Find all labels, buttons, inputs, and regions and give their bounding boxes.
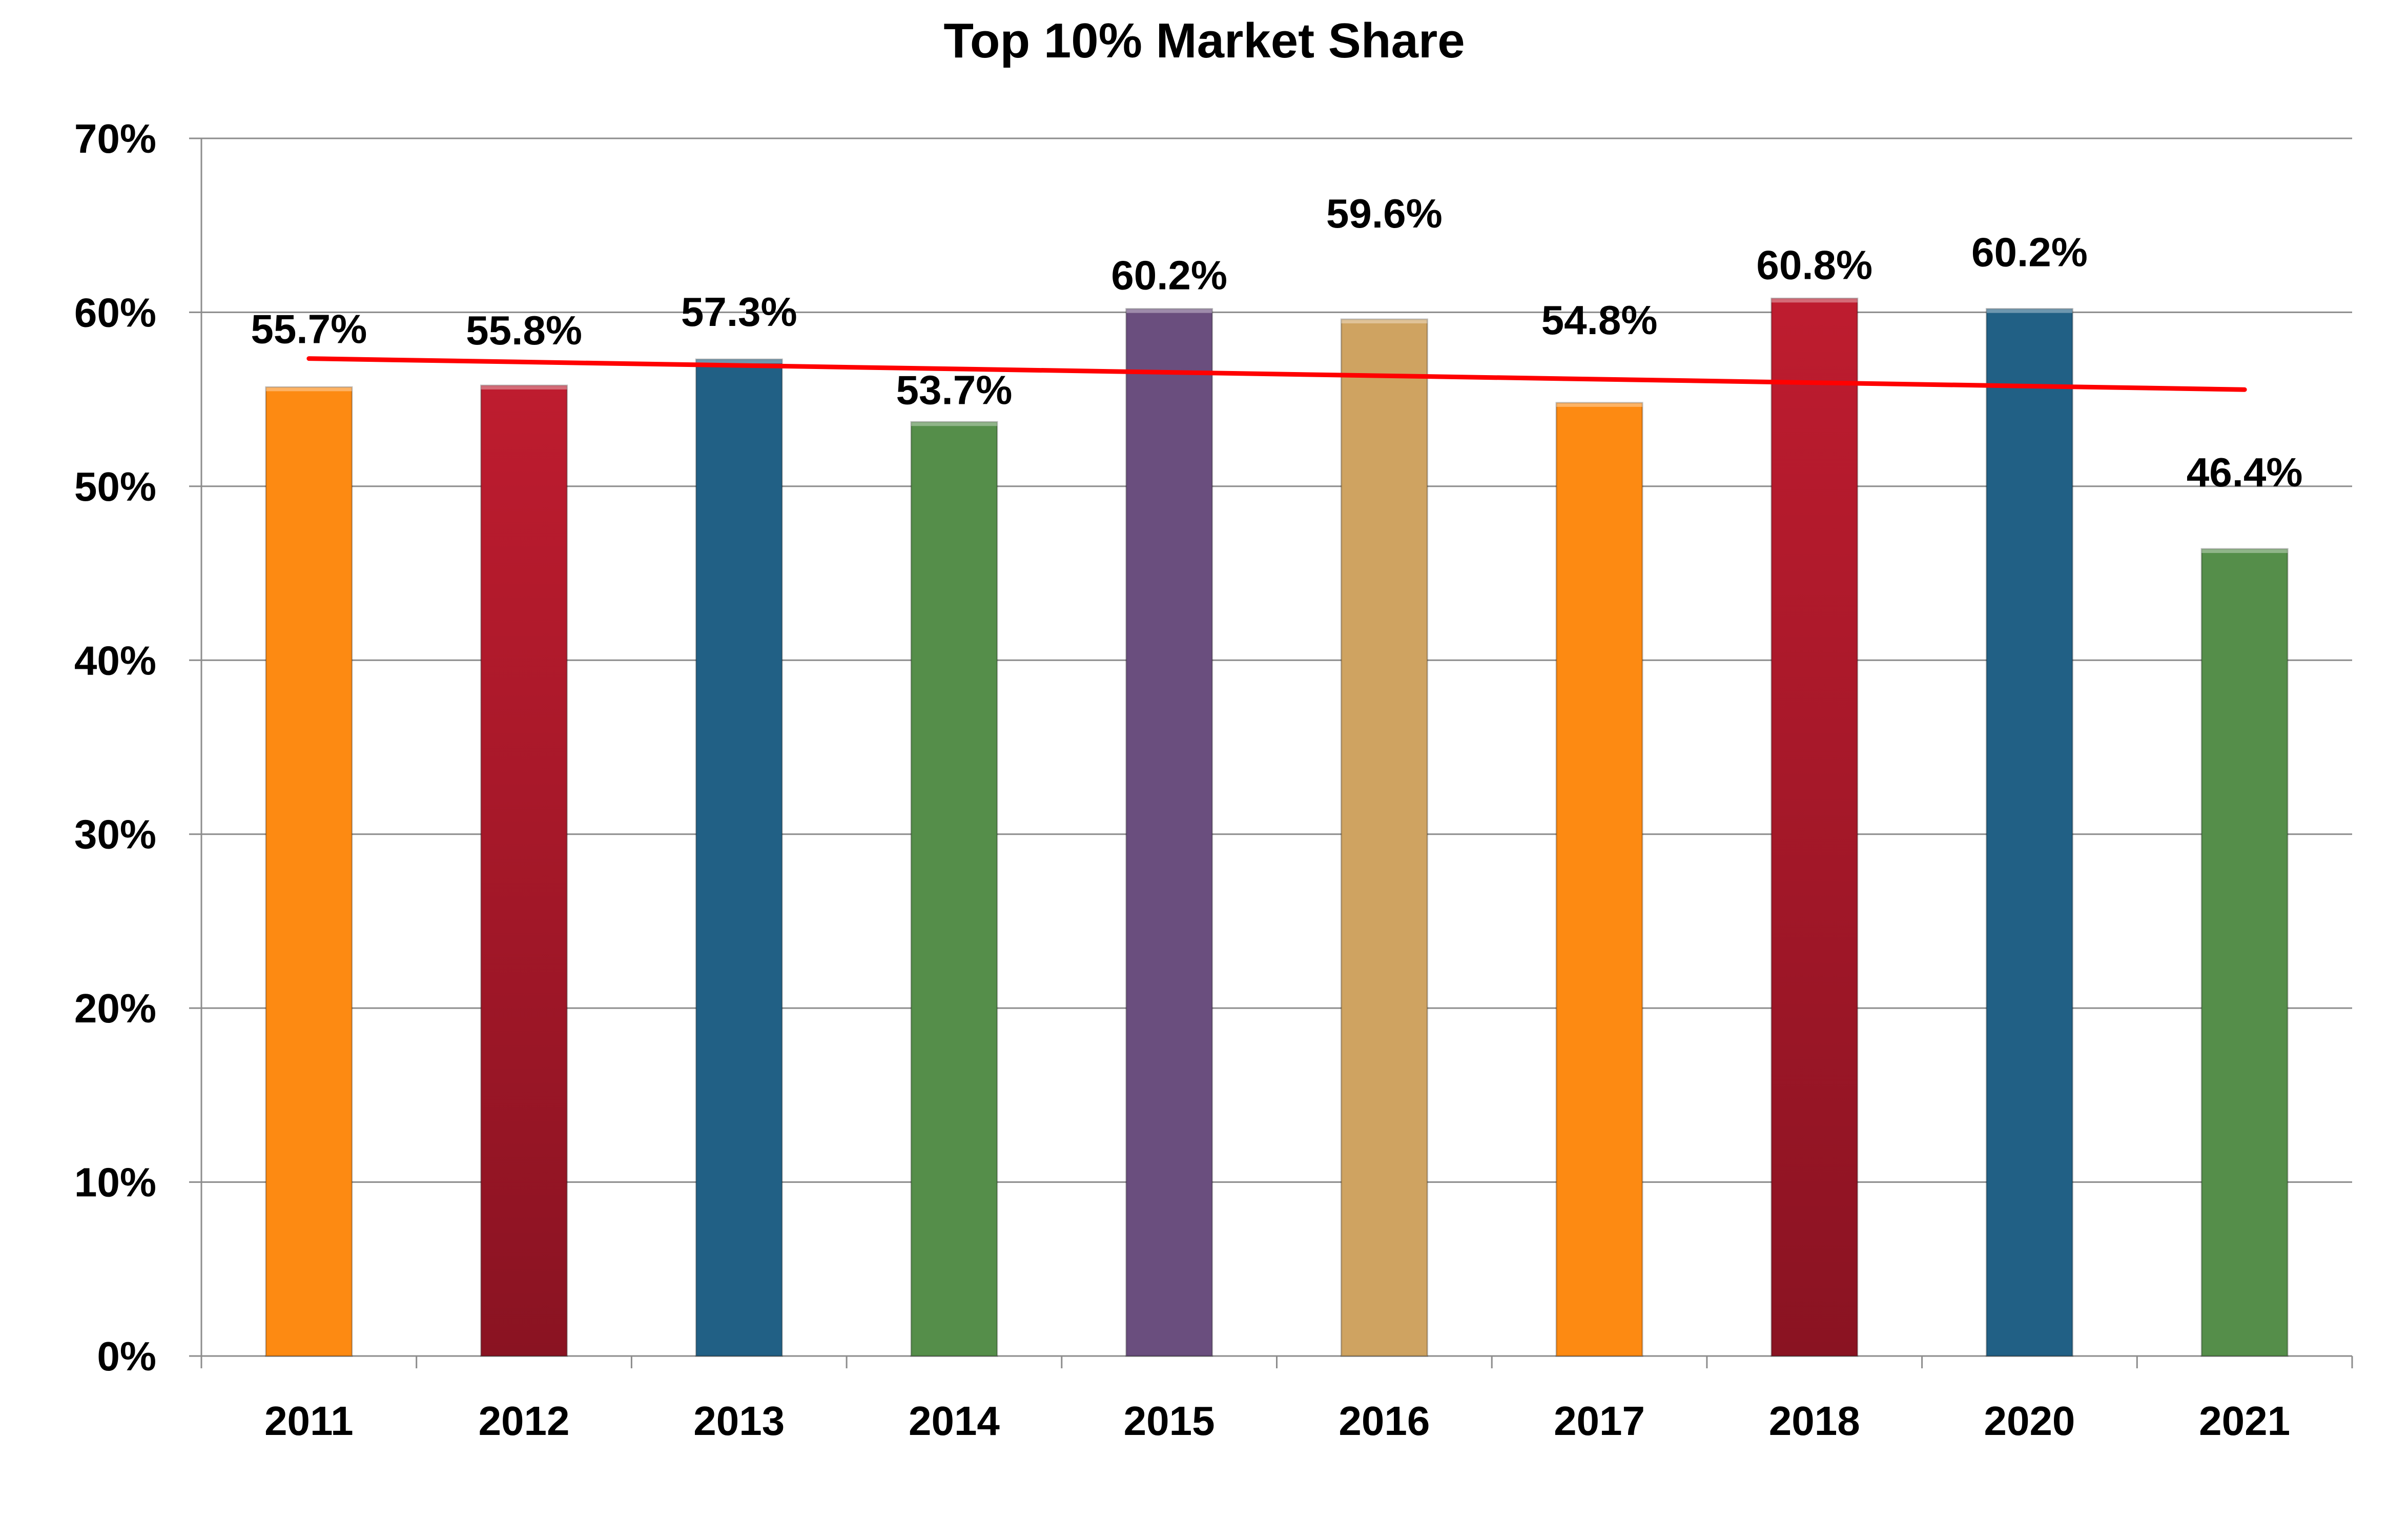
y-tick-label: 20% <box>74 985 156 1031</box>
data-label: 46.4% <box>2187 449 2303 495</box>
x-tick-label: 2020 <box>1984 1398 2075 1444</box>
data-label: 57.3% <box>681 289 797 335</box>
x-tick-label: 2021 <box>2199 1398 2290 1444</box>
data-label: 55.8% <box>466 307 582 353</box>
bar-top-highlight <box>1771 298 1858 303</box>
bar-2021 <box>2200 548 2289 1357</box>
data-label: 60.2% <box>1111 253 1227 298</box>
y-tick-label: 30% <box>74 812 156 857</box>
bar-top-highlight <box>1986 309 2073 313</box>
x-tick-label: 2015 <box>1124 1398 1215 1444</box>
trendline-line <box>306 356 2247 392</box>
bar-top-highlight <box>1126 309 1212 313</box>
bar-2011 <box>265 386 353 1357</box>
trendline <box>306 356 2247 392</box>
y-tick-label: 50% <box>74 464 156 509</box>
x-tick-label: 2011 <box>264 1398 354 1444</box>
bar-2018 <box>1771 297 1859 1357</box>
data-label: 55.7% <box>251 306 367 352</box>
chart-title: Top 10% Market Share <box>943 13 1465 68</box>
y-tick-label: 0% <box>97 1333 156 1379</box>
y-axis: 0% 10% 20% 30% 40% 50% 60% 70% <box>74 116 202 1379</box>
y-tick-label: 60% <box>74 290 156 335</box>
x-tick-label: 2013 <box>693 1398 785 1444</box>
data-label: 59.6% <box>1326 191 1443 236</box>
bar-top-highlight <box>1556 402 1643 407</box>
y-tick-label: 70% <box>74 116 156 161</box>
bar-top-highlight <box>1341 319 1428 324</box>
y-tick-label: 40% <box>74 638 156 683</box>
bar-top-highlight <box>2201 549 2288 553</box>
bar-2017 <box>1555 402 1643 1357</box>
bar-top-highlight <box>481 385 567 389</box>
bar-2014 <box>910 421 998 1357</box>
data-label: 60.8% <box>1756 242 1872 288</box>
data-label: 60.2% <box>1971 230 2088 275</box>
x-tick-label: 2014 <box>909 1398 1000 1444</box>
bar-top-highlight <box>696 359 783 364</box>
bars <box>265 297 2289 1357</box>
data-label: 54.8% <box>1541 297 1658 343</box>
bar-2015 <box>1125 308 1213 1357</box>
x-axis: 2011 2012 2013 2014 2015 2016 2017 2018 2020 2021 <box>200 1356 2353 1444</box>
x-tick-label: 2018 <box>1769 1398 1860 1444</box>
bar-2013 <box>695 358 783 1357</box>
bar-2020 <box>1985 308 2073 1357</box>
y-tick-label: 10% <box>74 1160 156 1205</box>
data-labels: 55.7% 55.8% 57.3% 53.7% 60.2% 59.6% 54.8% 60.8%… <box>251 191 2302 495</box>
x-tick-label: 2017 <box>1554 1398 1645 1444</box>
x-tick-label: 2012 <box>479 1398 570 1444</box>
bar-top-highlight <box>265 387 352 392</box>
bar-2012 <box>480 384 568 1357</box>
data-label: 53.7% <box>896 367 1013 413</box>
x-tick-label: 2016 <box>1339 1398 1430 1444</box>
bar-2016 <box>1340 318 1428 1357</box>
bar-top-highlight <box>911 422 997 426</box>
